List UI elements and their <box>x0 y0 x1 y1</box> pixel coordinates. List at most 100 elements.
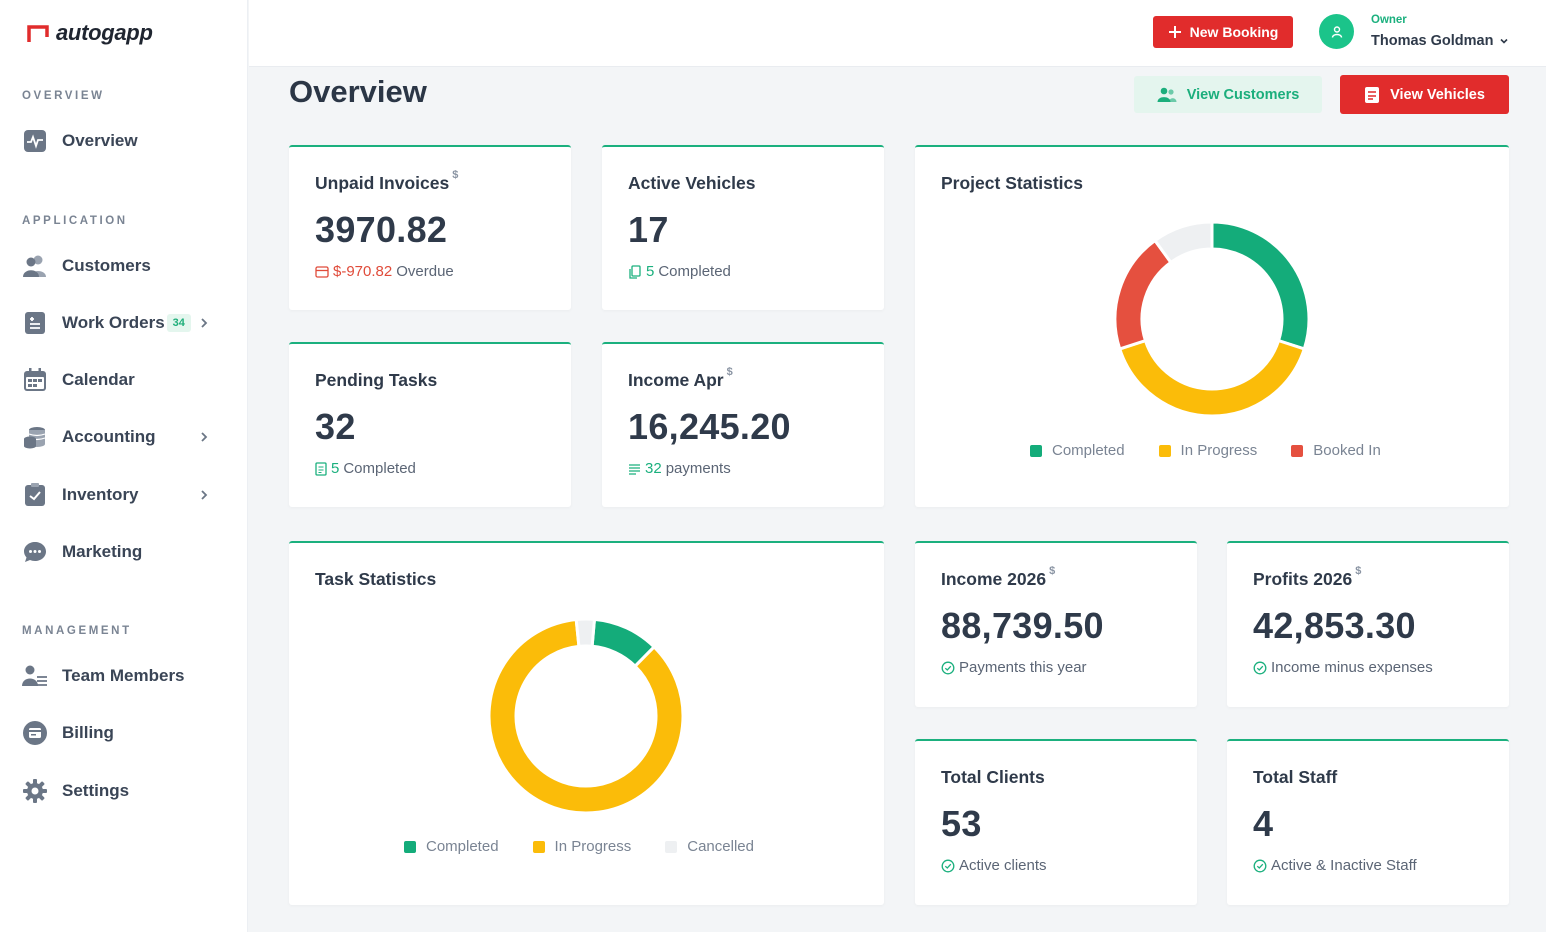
profits-year-card: Profits 2026 $ 42,853.30 Income minus exp… <box>1227 541 1509 707</box>
billing-icon <box>22 720 48 746</box>
section-label-overview: OVERVIEW <box>22 90 105 102</box>
donut-slice-other[interactable] <box>1152 220 1214 265</box>
donut-slice-in-progress[interactable] <box>487 617 685 815</box>
legend-swatch <box>1291 444 1304 457</box>
user-menu[interactable]: Thomas Goldman <box>1371 33 1509 49</box>
check-circle-icon <box>941 661 955 674</box>
profits-year-value: 42,853.30 <box>1253 605 1416 646</box>
card-title: Total Staff <box>1253 767 1338 787</box>
check-circle-icon <box>1253 661 1267 674</box>
sidebar-item-settings[interactable]: Settings <box>22 773 222 809</box>
sidebar-item-label: Marketing <box>62 542 143 561</box>
card-subtext: 5 Completed <box>628 263 731 280</box>
sidebar-item-team-members[interactable]: Team Members <box>22 658 222 694</box>
topbar: New Booking Owner Thomas Goldman <box>249 0 1546 67</box>
chevron-right-icon <box>201 432 208 442</box>
sidebar-item-label: Work Orders <box>62 313 165 332</box>
card-title: Task Statistics <box>315 569 437 589</box>
unpaid-invoices-card: Unpaid Invoices $ 3970.82 $-970.82 Overdu… <box>289 145 571 310</box>
sidebar-item-label: Accounting <box>62 427 156 446</box>
logo-icon <box>27 25 49 42</box>
legend-item-booked-in[interactable]: Booked In <box>1291 442 1381 459</box>
sidebar-item-customers[interactable]: Customers <box>22 248 222 284</box>
coins-icon <box>22 424 48 450</box>
card-subtext: Income minus expenses <box>1253 659 1433 676</box>
donut-slice-completed[interactable] <box>1210 220 1311 351</box>
card-title: Unpaid Invoices $ <box>315 169 459 193</box>
completed-count: 5 <box>646 263 655 280</box>
sidebar-item-marketing[interactable]: Marketing <box>22 534 222 570</box>
sidebar-item-overview[interactable]: Overview <box>22 123 222 159</box>
legend-item-in-progress[interactable]: In Progress <box>1158 442 1257 459</box>
currency-unit: $ <box>452 169 459 181</box>
donut-slice-cancelled[interactable] <box>574 617 597 649</box>
payments-label: payments <box>665 460 731 477</box>
legend-swatch <box>1030 444 1042 457</box>
sidebar-item-accounting[interactable]: Accounting <box>22 419 222 455</box>
sidebar-item-calendar[interactable]: Calendar <box>22 362 222 398</box>
donut-slice-booked-in[interactable] <box>1113 238 1173 351</box>
total-staff-card: Total Staff 4 Active & Inactive Staff <box>1227 739 1509 905</box>
active-vehicles-value: 17 <box>628 209 669 250</box>
pending-tasks-card: Pending Tasks 32 5 Completed <box>289 342 571 507</box>
chevron-down-icon <box>1500 38 1509 44</box>
sidebar-item-billing[interactable]: Billing <box>22 715 222 751</box>
legend-label: Cancelled <box>687 838 754 855</box>
credit-card-icon <box>315 265 329 278</box>
card-subtext: $-970.82 Overdue <box>315 263 454 280</box>
card-subtext-label: Payments this year <box>959 659 1087 676</box>
active-vehicles-card: Active Vehicles 17 5 Completed <box>602 145 884 310</box>
sidebar-item-inventory[interactable]: Inventory <box>22 477 222 513</box>
card-subtext: 5 Completed <box>315 460 416 477</box>
card-subtext: Active clients <box>941 857 1047 874</box>
card-subtext-label: Active & Inactive Staff <box>1271 857 1417 874</box>
gear-icon <box>22 778 48 804</box>
card-title: Active Vehicles <box>628 173 756 193</box>
income-apr-value: 16,245.20 <box>628 406 791 447</box>
legend-item-cancelled[interactable]: Cancelled <box>665 838 754 855</box>
chat-bubble-icon <box>22 539 48 565</box>
legend-item-in-progress[interactable]: In Progress <box>532 838 631 855</box>
legend-swatch <box>1158 444 1171 457</box>
completed-label: Completed <box>343 460 416 477</box>
app-logo[interactable]: autogapp <box>26 20 153 46</box>
avatar[interactable] <box>1319 14 1354 49</box>
new-booking-button[interactable]: New Booking <box>1153 16 1293 48</box>
project-statistics-card: Project Statistics Completed In Progress… <box>915 145 1509 507</box>
check-circle-icon <box>941 859 955 872</box>
task-statistics-card: Task Statistics Completed In Progress Ca… <box>289 541 884 905</box>
sidebar-item-label: Inventory <box>62 485 139 504</box>
sidebar-item-label: Overview <box>62 131 138 150</box>
legend-swatch <box>532 840 545 853</box>
view-customers-button[interactable]: View Customers <box>1134 76 1322 113</box>
activity-icon <box>22 128 48 154</box>
users-icon <box>22 253 48 279</box>
view-vehicles-label: View Vehicles <box>1390 86 1485 103</box>
app-name: autogapp <box>56 20 153 45</box>
section-label-application: APPLICATION <box>22 215 128 227</box>
donut-slice-in-progress[interactable] <box>1117 338 1307 418</box>
card-title: Income 2026 $ <box>941 565 1056 589</box>
sidebar-item-label: Team Members <box>62 666 185 685</box>
completed-label: Completed <box>658 263 731 280</box>
view-vehicles-button[interactable]: View Vehicles <box>1340 75 1509 114</box>
card-subtext: 32 payments <box>628 460 731 477</box>
income-year-card: Income 2026 $ 88,739.50 Payments this yea… <box>915 541 1197 707</box>
sidebar-item-work-orders[interactable]: Work Orders 34 <box>22 305 222 341</box>
sidebar-item-label: Calendar <box>62 370 135 389</box>
project-statistics-donut-chart <box>1113 220 1311 418</box>
users-icon <box>1157 87 1177 102</box>
overdue-amount: $-970.82 <box>333 263 393 280</box>
card-subtext: Active & Inactive Staff <box>1253 857 1417 874</box>
legend-item-completed[interactable]: Completed <box>1030 442 1125 459</box>
legend-label: Completed <box>426 838 499 855</box>
new-booking-label: New Booking <box>1189 24 1279 40</box>
completed-count: 5 <box>331 460 340 477</box>
clipboard-check-icon <box>22 482 48 508</box>
total-staff-value: 4 <box>1253 803 1274 844</box>
legend-item-completed[interactable]: Completed <box>404 838 499 855</box>
sidebar: autogapp OVERVIEW Overview APPLICATION C… <box>0 0 248 932</box>
owner-name: Thomas Goldman <box>1371 33 1494 49</box>
sidebar-item-label: Customers <box>62 256 151 275</box>
legend-label: Booked In <box>1313 442 1381 459</box>
